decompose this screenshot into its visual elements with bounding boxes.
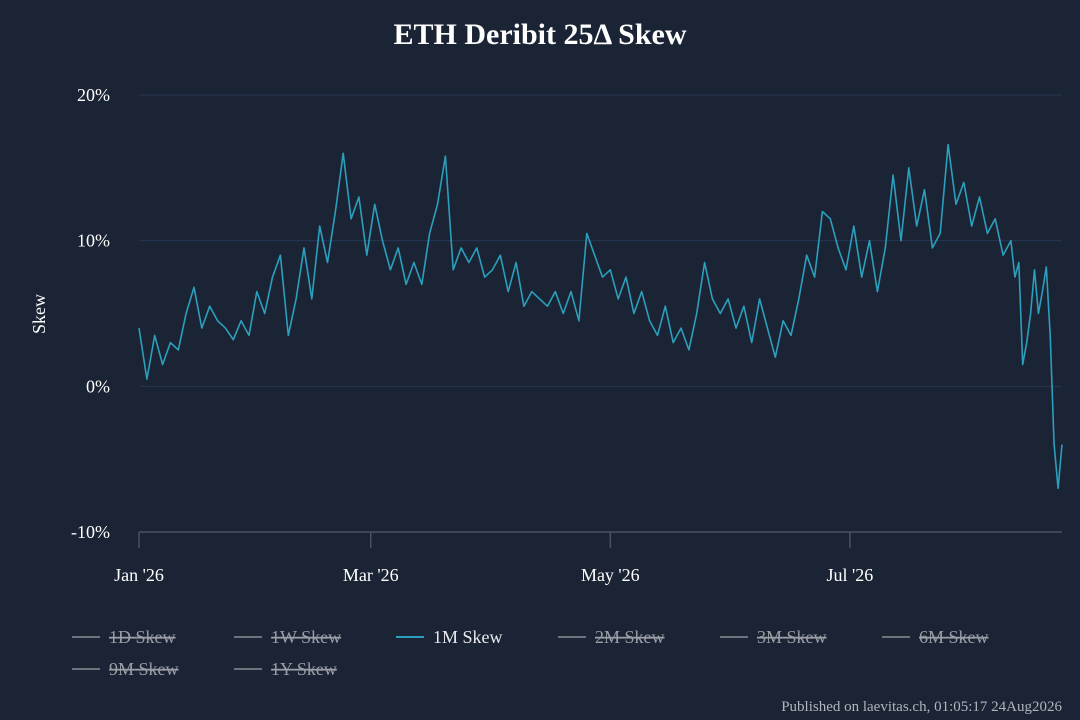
legend-label: 3M Skew [757,627,827,647]
grid-lines [139,94,1062,387]
y-tick-label: 10% [77,231,110,251]
x-tick-label: Mar '26 [343,565,399,585]
legend-label: 9M Skew [109,659,179,679]
legend: 1D Skew 1W Skew 1M Skew 2M Skew 3M Skew 6M Sk… [72,627,989,679]
y-tick-label: 20% [77,85,110,105]
chart-title: ETH Deribit 25Δ Skew [394,18,687,51]
series-line-1m-skew [138,143,1063,490]
x-tick-label: Jan '26 [114,565,164,585]
x-tick-label: Jul '26 [827,565,874,585]
legend-label: 1D Skew [109,627,176,647]
legend-item[interactable]: 9M Skew [72,659,179,679]
series-group [138,143,1063,490]
legend-label: 1M Skew [433,627,503,647]
legend-item[interactable]: 1D Skew [72,627,176,647]
legend-item[interactable]: 3M Skew [720,627,827,647]
legend-label: 1W Skew [271,627,341,647]
y-axis-ticks: 20% 10% 0% -10% [71,85,110,542]
y-tick-label: 0% [86,376,110,396]
legend-item[interactable]: 6M Skew [882,627,989,647]
x-tick-label: May '26 [581,565,640,585]
legend-item[interactable]: 1W Skew [234,627,341,647]
legend-label: 2M Skew [595,627,665,647]
legend-label: 6M Skew [919,627,989,647]
legend-item[interactable]: 1M Skew [396,627,503,647]
x-axis: Jan '26 Mar '26 May '26 Jul '26 [114,531,1062,585]
legend-item[interactable]: 2M Skew [558,627,665,647]
y-axis-label: Skew [29,294,49,334]
legend-label: 1Y Skew [271,659,337,679]
legend-item[interactable]: 1Y Skew [234,659,337,679]
publish-credit: Published on laevitas.ch, 01:05:17 24Aug… [781,699,1062,715]
y-tick-label: -10% [71,522,110,542]
